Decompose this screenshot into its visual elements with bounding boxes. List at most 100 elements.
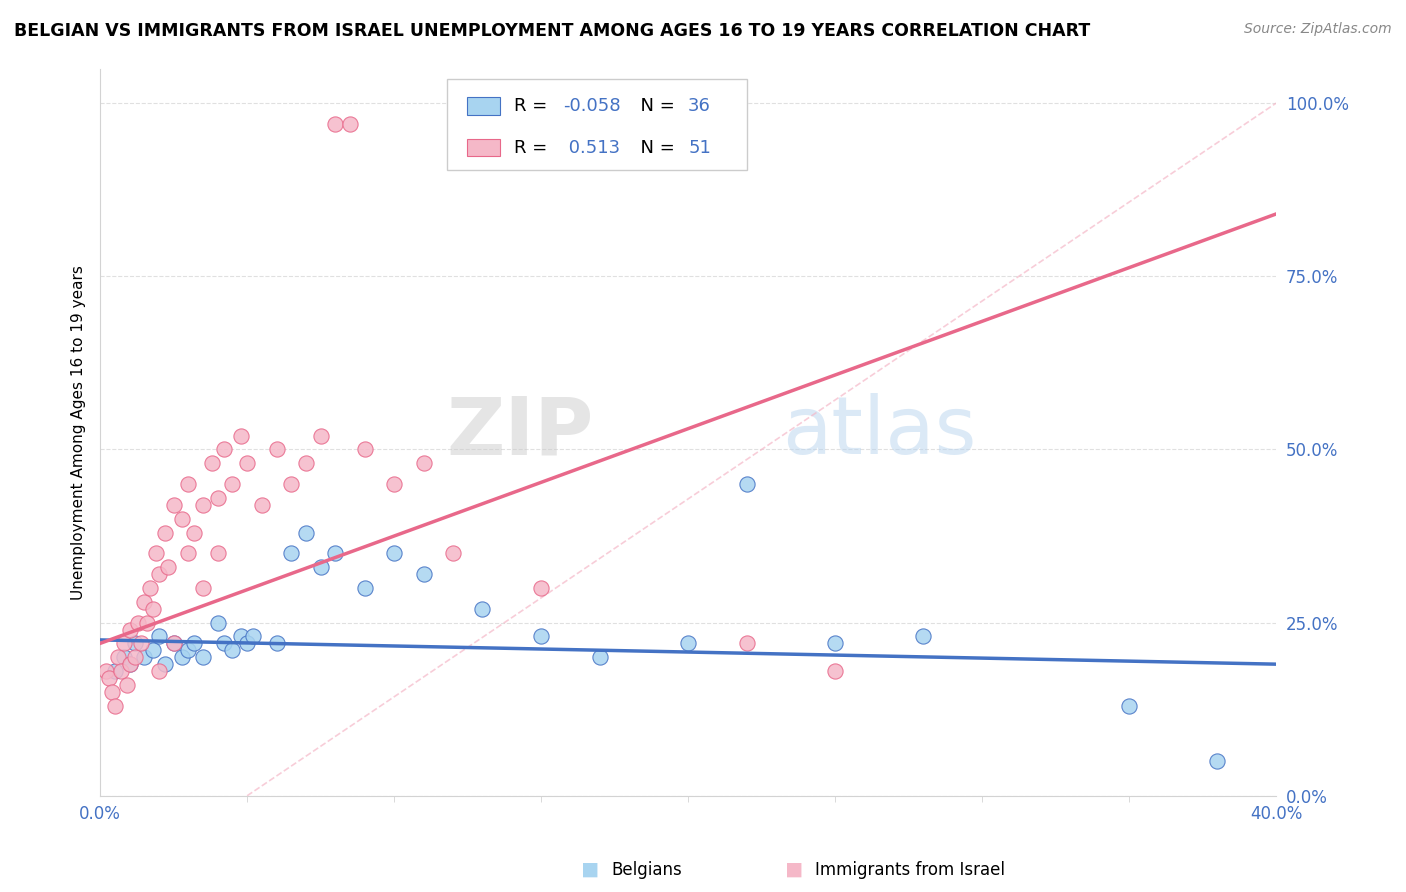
Text: N =: N = bbox=[630, 97, 681, 115]
Point bbox=[148, 567, 170, 582]
Point bbox=[148, 630, 170, 644]
Point bbox=[735, 477, 758, 491]
Point bbox=[142, 601, 165, 615]
Point bbox=[530, 581, 553, 595]
Point bbox=[589, 650, 612, 665]
Text: ◼: ◼ bbox=[785, 860, 804, 880]
Point bbox=[134, 595, 156, 609]
Point bbox=[207, 491, 229, 505]
Point bbox=[236, 456, 259, 470]
FancyBboxPatch shape bbox=[467, 97, 501, 115]
Point bbox=[172, 512, 194, 526]
Point bbox=[145, 546, 167, 560]
Point bbox=[201, 456, 224, 470]
FancyBboxPatch shape bbox=[447, 79, 747, 170]
Point bbox=[824, 664, 846, 678]
Point bbox=[266, 636, 288, 650]
Point bbox=[148, 664, 170, 678]
Point bbox=[323, 117, 346, 131]
Point bbox=[142, 643, 165, 657]
Text: -0.058: -0.058 bbox=[564, 97, 621, 115]
Point bbox=[110, 664, 132, 678]
Point bbox=[134, 650, 156, 665]
Point bbox=[118, 657, 141, 672]
Point bbox=[177, 477, 200, 491]
Y-axis label: Unemployment Among Ages 16 to 19 years: Unemployment Among Ages 16 to 19 years bbox=[72, 265, 86, 599]
Text: 0.513: 0.513 bbox=[564, 139, 620, 157]
Point bbox=[280, 546, 302, 560]
Text: 36: 36 bbox=[688, 97, 711, 115]
Point bbox=[441, 546, 464, 560]
Point bbox=[212, 442, 235, 457]
Point bbox=[172, 650, 194, 665]
Point bbox=[212, 636, 235, 650]
Point bbox=[183, 636, 205, 650]
Point bbox=[207, 615, 229, 630]
Point bbox=[1118, 698, 1140, 713]
Point bbox=[309, 560, 332, 574]
Text: 51: 51 bbox=[688, 139, 711, 157]
Point bbox=[115, 678, 138, 692]
Point bbox=[266, 442, 288, 457]
Point bbox=[191, 581, 214, 595]
Point bbox=[353, 442, 375, 457]
Point bbox=[124, 650, 146, 665]
Text: R =: R = bbox=[515, 97, 553, 115]
Point bbox=[191, 498, 214, 512]
Point bbox=[107, 650, 129, 665]
Point bbox=[735, 636, 758, 650]
Point bbox=[530, 630, 553, 644]
Point bbox=[339, 117, 361, 131]
Text: R =: R = bbox=[515, 139, 553, 157]
Point bbox=[250, 498, 273, 512]
Point bbox=[136, 615, 159, 630]
Point bbox=[104, 698, 127, 713]
Text: N =: N = bbox=[630, 139, 681, 157]
Text: ◼: ◼ bbox=[581, 860, 600, 880]
Point bbox=[94, 664, 117, 678]
Point bbox=[207, 546, 229, 560]
Point bbox=[124, 636, 146, 650]
Point bbox=[231, 630, 253, 644]
Point bbox=[912, 630, 935, 644]
Point bbox=[412, 567, 434, 582]
Point bbox=[177, 643, 200, 657]
Point bbox=[156, 560, 179, 574]
Point bbox=[382, 477, 405, 491]
Point bbox=[1206, 754, 1229, 768]
Text: Belgians: Belgians bbox=[612, 861, 682, 879]
Point bbox=[162, 636, 184, 650]
Point bbox=[118, 623, 141, 637]
Point bbox=[382, 546, 405, 560]
Point bbox=[162, 498, 184, 512]
Point bbox=[139, 581, 162, 595]
Point bbox=[191, 650, 214, 665]
Point bbox=[118, 657, 141, 672]
Point bbox=[112, 650, 135, 665]
Point bbox=[280, 477, 302, 491]
Text: BELGIAN VS IMMIGRANTS FROM ISRAEL UNEMPLOYMENT AMONG AGES 16 TO 19 YEARS CORRELA: BELGIAN VS IMMIGRANTS FROM ISRAEL UNEMPL… bbox=[14, 22, 1090, 40]
Point bbox=[153, 657, 176, 672]
Point bbox=[104, 664, 127, 678]
Point bbox=[471, 601, 494, 615]
Text: Source: ZipAtlas.com: Source: ZipAtlas.com bbox=[1244, 22, 1392, 37]
Point bbox=[412, 456, 434, 470]
Text: atlas: atlas bbox=[782, 393, 977, 471]
Point bbox=[676, 636, 699, 650]
Point bbox=[153, 525, 176, 540]
Point bbox=[295, 456, 318, 470]
Point bbox=[129, 636, 152, 650]
Text: ZIP: ZIP bbox=[447, 393, 595, 471]
FancyBboxPatch shape bbox=[467, 139, 501, 156]
Point bbox=[97, 671, 120, 685]
Point bbox=[112, 636, 135, 650]
Point bbox=[242, 630, 264, 644]
Point bbox=[221, 477, 243, 491]
Point bbox=[295, 525, 318, 540]
Text: Immigrants from Israel: Immigrants from Israel bbox=[815, 861, 1005, 879]
Point bbox=[183, 525, 205, 540]
Point bbox=[323, 546, 346, 560]
Point bbox=[221, 643, 243, 657]
Point bbox=[101, 685, 124, 699]
Point bbox=[353, 581, 375, 595]
